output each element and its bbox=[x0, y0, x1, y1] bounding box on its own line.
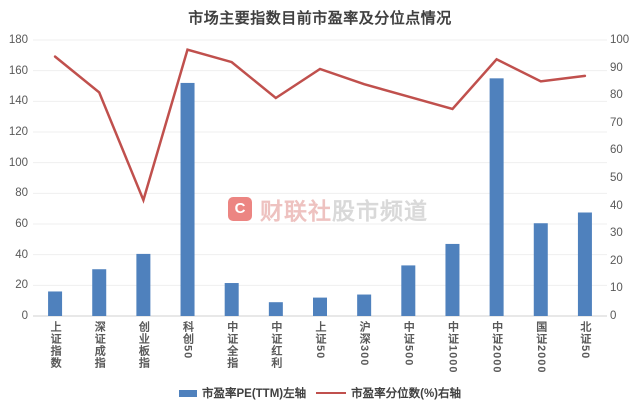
legend-bar-swatch bbox=[178, 389, 197, 397]
pe-bar bbox=[577, 212, 592, 316]
right-axis-tick-label: 60 bbox=[610, 144, 623, 157]
left-axis-tick-label: 60 bbox=[15, 218, 28, 230]
x-axis-category-label: 中证1000 bbox=[446, 321, 459, 374]
pe-bar bbox=[445, 243, 460, 316]
pe-bar bbox=[268, 302, 283, 316]
x-axis-category-label: 北证50 bbox=[578, 321, 591, 360]
x-axis-category-label: 创业板指 bbox=[137, 321, 150, 369]
x-axis-category-label: 中证全指 bbox=[225, 321, 238, 369]
chart-title: 市场主要指数目前市盈率及分位点情况 bbox=[188, 10, 452, 27]
x-axis-category-label: 沪深300 bbox=[358, 321, 371, 367]
right-axis-tick-label: 70 bbox=[610, 116, 623, 129]
pe-bar bbox=[92, 269, 107, 316]
x-axis-category-label: 国证2000 bbox=[534, 321, 547, 374]
right-axis-tick-label: 90 bbox=[610, 61, 623, 74]
pe-bar bbox=[48, 291, 63, 316]
pe-bar bbox=[357, 294, 372, 316]
x-axis-category-label: 深证成指 bbox=[93, 321, 106, 369]
left-axis-tick-label: 140 bbox=[8, 95, 28, 108]
legend: 市盈率PE(TTM)左轴 市盈率分位数(%)右轴 bbox=[0, 384, 640, 402]
legend-line-swatch bbox=[316, 391, 347, 395]
left-axis-tick-label: 40 bbox=[15, 248, 28, 261]
pe-bar bbox=[180, 82, 195, 316]
pe-bar bbox=[401, 265, 416, 316]
right-axis-tick-label: 50 bbox=[610, 172, 623, 184]
left-axis-tick-label: 100 bbox=[8, 156, 28, 169]
left-axis-tick-label: 80 bbox=[15, 187, 28, 200]
right-axis-tick-label: 100 bbox=[610, 34, 630, 46]
left-axis-tick-label: 0 bbox=[21, 310, 28, 322]
x-axis-category-label: 中证2000 bbox=[490, 321, 503, 374]
pe-bar bbox=[224, 283, 239, 316]
right-axis-tick-label: 0 bbox=[610, 310, 617, 322]
pe-bar bbox=[136, 253, 151, 316]
x-axis-category-label: 中证500 bbox=[402, 321, 415, 367]
right-axis-tick-label: 30 bbox=[610, 227, 623, 240]
right-axis-tick-label: 40 bbox=[610, 199, 623, 212]
x-axis-category-label: 上证指数 bbox=[49, 321, 62, 369]
x-axis-category-label: 上证50 bbox=[314, 321, 326, 360]
pe-bar bbox=[489, 78, 504, 316]
right-axis-tick-label: 20 bbox=[610, 254, 623, 267]
right-axis-tick-label: 10 bbox=[610, 282, 623, 295]
left-axis-tick-label: 20 bbox=[15, 279, 28, 292]
legend-bar-label: 市盈率PE(TTM)左轴 bbox=[201, 388, 307, 400]
legend-line-label: 市盈率分位数(%)右轴 bbox=[351, 388, 462, 400]
pe-bar bbox=[533, 223, 548, 316]
x-axis-category-label: 中证红利 bbox=[269, 321, 282, 369]
x-axis-category-label: 科创50 bbox=[181, 321, 194, 360]
percentile-line bbox=[53, 48, 587, 204]
left-axis-tick-label: 180 bbox=[8, 34, 28, 46]
pe-bar bbox=[313, 297, 327, 316]
left-axis-tick-label: 160 bbox=[8, 64, 28, 77]
left-axis-tick-label: 120 bbox=[8, 126, 28, 138]
right-axis-tick-label: 80 bbox=[610, 89, 623, 102]
